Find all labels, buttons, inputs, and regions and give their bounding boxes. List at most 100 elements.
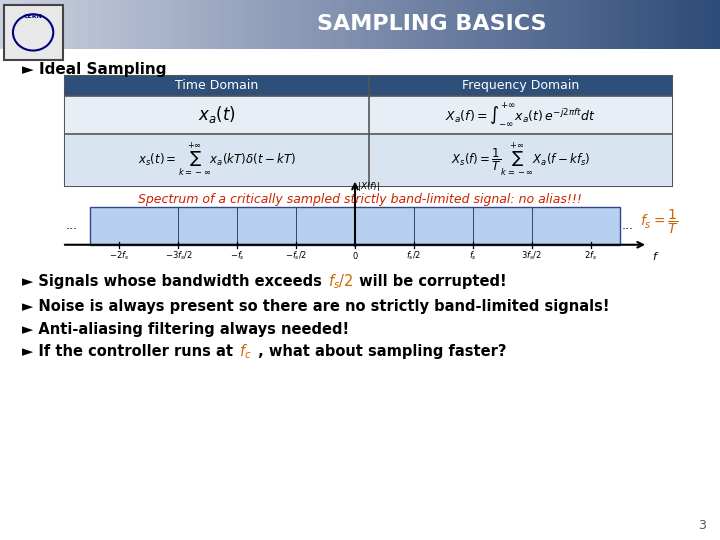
Text: $f$: $f$: [652, 250, 660, 262]
Bar: [432, 0, 436, 49]
Bar: [533, 0, 536, 49]
Bar: [450, 0, 454, 49]
Bar: [551, 0, 554, 49]
Bar: [457, 0, 461, 49]
Bar: [702, 0, 706, 49]
Bar: [234, 0, 238, 49]
Bar: [40, 0, 43, 49]
Bar: [50, 0, 54, 49]
Bar: [475, 0, 479, 49]
Bar: [684, 0, 688, 49]
Bar: [385, 0, 389, 49]
Bar: [572, 0, 576, 49]
Text: $|X(f)|$: $|X(f)|$: [357, 180, 380, 193]
Text: will be corrupted!: will be corrupted!: [354, 274, 507, 289]
Text: Time Domain: Time Domain: [175, 79, 258, 92]
Bar: [522, 0, 526, 49]
Bar: [180, 0, 184, 49]
Bar: [54, 0, 58, 49]
Bar: [133, 0, 137, 49]
Bar: [472, 0, 475, 49]
Bar: [65, 96, 672, 134]
Text: $-3f_s/2$: $-3f_s/2$: [165, 250, 192, 262]
Bar: [565, 0, 569, 49]
Text: $3f_s/2$: $3f_s/2$: [521, 250, 542, 262]
Bar: [94, 0, 97, 49]
Bar: [299, 0, 302, 49]
Bar: [270, 0, 274, 49]
Bar: [302, 0, 306, 49]
Bar: [47, 0, 50, 49]
Bar: [691, 0, 695, 49]
Bar: [191, 0, 194, 49]
Bar: [511, 0, 515, 49]
Bar: [7, 0, 11, 49]
Bar: [716, 0, 720, 49]
Bar: [227, 0, 230, 49]
Text: ► If the controller runs at: ► If the controller runs at: [22, 345, 238, 359]
Bar: [677, 0, 680, 49]
Text: $X_s(f)=\dfrac{1}{T}\sum_{k=-\infty}^{+\infty}X_a(f-kf_s)$: $X_s(f)=\dfrac{1}{T}\sum_{k=-\infty}^{+\…: [451, 141, 590, 178]
Bar: [86, 0, 90, 49]
Bar: [310, 0, 313, 49]
Bar: [295, 0, 299, 49]
Bar: [230, 0, 234, 49]
Bar: [367, 0, 371, 49]
Bar: [562, 0, 565, 49]
Bar: [328, 0, 331, 49]
Bar: [414, 0, 418, 49]
Bar: [241, 0, 245, 49]
Bar: [209, 0, 212, 49]
Text: Frequency Domain: Frequency Domain: [462, 79, 579, 92]
Bar: [623, 0, 626, 49]
Bar: [248, 0, 252, 49]
Bar: [490, 0, 493, 49]
Bar: [713, 0, 716, 49]
Bar: [706, 0, 709, 49]
Text: $2f_s$: $2f_s$: [584, 250, 597, 262]
Bar: [392, 0, 396, 49]
Bar: [673, 0, 677, 49]
Bar: [266, 0, 270, 49]
Bar: [148, 0, 151, 49]
Bar: [407, 0, 410, 49]
Bar: [637, 0, 641, 49]
Bar: [306, 0, 310, 49]
Bar: [43, 0, 47, 49]
Bar: [540, 0, 544, 49]
Bar: [220, 0, 223, 49]
Bar: [382, 0, 385, 49]
Bar: [670, 0, 673, 49]
Bar: [14, 0, 18, 49]
Text: ► Ideal Sampling: ► Ideal Sampling: [22, 62, 166, 77]
Bar: [176, 0, 180, 49]
Bar: [616, 0, 619, 49]
Text: $X_a(f)=\int_{-\infty}^{+\infty} x_a(t)\,e^{-j2\pi ft}dt$: $X_a(f)=\int_{-\infty}^{+\infty} x_a(t)\…: [445, 102, 595, 128]
Text: $f_s$: $f_s$: [469, 250, 477, 262]
Bar: [32, 0, 36, 49]
Bar: [608, 0, 612, 49]
Bar: [61, 0, 65, 49]
Bar: [79, 0, 83, 49]
Bar: [90, 0, 94, 49]
Bar: [259, 0, 263, 49]
Bar: [454, 0, 457, 49]
Bar: [436, 0, 439, 49]
Text: ► Noise is always present so there are no strictly band-limited signals!: ► Noise is always present so there are n…: [22, 299, 610, 314]
Bar: [403, 0, 407, 49]
Bar: [698, 0, 702, 49]
Bar: [536, 0, 540, 49]
Bar: [612, 0, 616, 49]
Bar: [497, 0, 500, 49]
Bar: [353, 0, 356, 49]
Bar: [112, 0, 115, 49]
Bar: [659, 0, 662, 49]
Bar: [18, 0, 22, 49]
Bar: [688, 0, 691, 49]
Bar: [151, 0, 155, 49]
Bar: [65, 76, 672, 96]
Bar: [288, 0, 292, 49]
Bar: [277, 0, 281, 49]
Bar: [641, 0, 644, 49]
Bar: [166, 0, 169, 49]
